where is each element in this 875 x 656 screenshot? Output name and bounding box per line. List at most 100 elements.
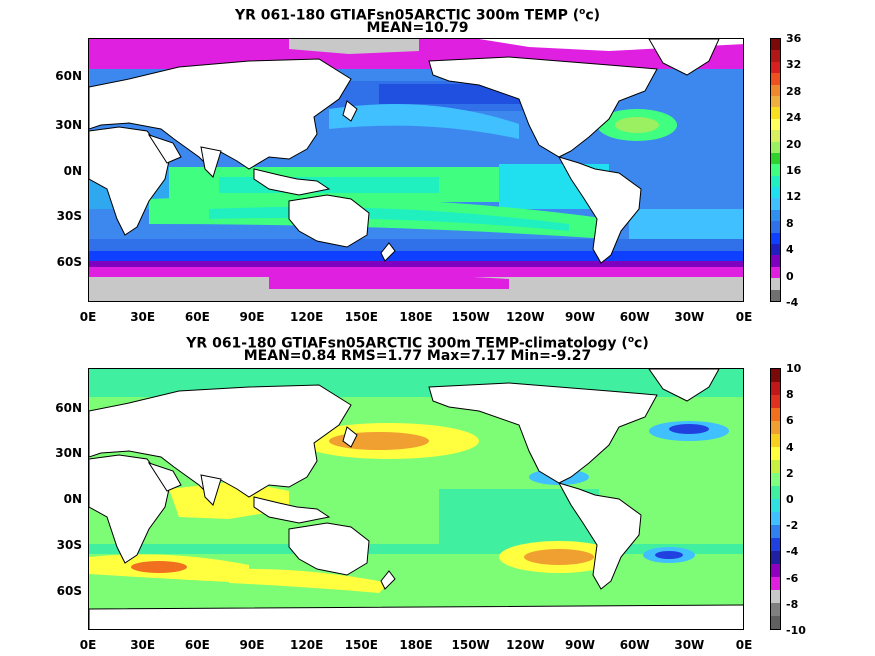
panel2-colorbar-swatch bbox=[771, 369, 780, 382]
panel1-colorbar-swatch bbox=[771, 209, 780, 222]
panel1-colorbar-label: 36 bbox=[786, 32, 802, 45]
panel2-lon-label: 0E bbox=[735, 638, 753, 652]
panel1-colorbar-swatch bbox=[771, 289, 780, 301]
panel2-colorbar-label: 4 bbox=[786, 440, 794, 454]
panel2-colorbar-swatch bbox=[771, 603, 780, 616]
panel2-lon-label: 120E bbox=[290, 638, 324, 652]
panel1-colorbar bbox=[770, 38, 781, 302]
panel2-lat-30n: 30N bbox=[55, 446, 82, 460]
panel1-lon-label: 90W bbox=[565, 310, 595, 324]
panel2-colorbar-swatch bbox=[771, 473, 780, 486]
panel2-colorbar-swatch bbox=[771, 421, 780, 434]
panel1-lon-label: 60E bbox=[184, 310, 210, 324]
panel2-colorbar-label: 6 bbox=[786, 414, 794, 428]
panel2-lon-label: 150E bbox=[344, 638, 378, 652]
panel1-lon-label: 30E bbox=[130, 310, 156, 324]
panel2-lon-label: 150W bbox=[451, 638, 490, 652]
panel2-colorbar-swatch bbox=[771, 616, 780, 629]
panel2-colorbar-swatch bbox=[771, 499, 780, 512]
panel2-colorbar-swatch bbox=[771, 486, 780, 499]
panel1-title-end: c) bbox=[585, 7, 601, 24]
panel2-colorbar-swatch bbox=[771, 525, 780, 538]
panel1-map bbox=[88, 38, 744, 302]
panel2-map bbox=[88, 368, 744, 630]
panel1-colorbar-swatch bbox=[771, 232, 780, 245]
panel1-colorbar-label: 4 bbox=[786, 243, 794, 257]
panel2-colorbar-label: 0 bbox=[786, 493, 794, 506]
panel1-colorbar-swatch bbox=[771, 187, 780, 199]
panel2-colorbar-swatch bbox=[771, 447, 780, 460]
panel1-colorbar-swatch bbox=[771, 39, 780, 51]
panel1-colorbar-swatch bbox=[771, 175, 780, 188]
panel1-colorbar-swatch bbox=[771, 118, 780, 131]
panel1-lon-label: 120W bbox=[506, 310, 545, 324]
panel1-lon-label: 0E bbox=[735, 310, 753, 324]
panel2-colorbar-label: -6 bbox=[786, 571, 799, 585]
panel1-colorbar-label: 12 bbox=[786, 190, 802, 204]
panel1-lon-label: 150W bbox=[451, 310, 490, 324]
panel1-title-text: YR 061-180 GTIAFsn05ARCTIC 300m TEMP ( bbox=[234, 7, 580, 24]
panel2-colorbar-label: 2 bbox=[786, 466, 794, 480]
panel2-colorbar-swatch bbox=[771, 564, 780, 577]
panel2-lon-label: 90W bbox=[565, 638, 595, 652]
panel2-colorbar-swatch bbox=[771, 590, 780, 603]
panel2-colorbar-swatch bbox=[771, 395, 780, 408]
panel2-lat-60s: 60S bbox=[56, 584, 82, 598]
panel2-colorbar-label: 8 bbox=[786, 388, 794, 402]
panel1-lon-label: 120E bbox=[290, 310, 324, 324]
panel2-colorbar-label: 10 bbox=[786, 362, 802, 375]
panel2-colorbar-label: -4 bbox=[786, 545, 799, 559]
panel1-colorbar-label: 16 bbox=[786, 164, 802, 177]
panel1-colorbar-label: 0 bbox=[786, 269, 794, 283]
panel1-colorbar-swatch bbox=[771, 84, 780, 96]
panel1-colorbar-label: -4 bbox=[786, 296, 799, 309]
panel1-colorbar-label: 20 bbox=[786, 137, 802, 151]
panel1-colorbar-swatch bbox=[771, 221, 780, 233]
panel2-lon-label: 90E bbox=[239, 638, 265, 652]
panel1-colorbar-swatch bbox=[771, 95, 780, 108]
panel1-colorbar-swatch bbox=[771, 164, 780, 176]
panel2-colorbar-label: -8 bbox=[786, 597, 799, 611]
panel1-colorbar-swatch bbox=[771, 141, 780, 153]
panel2-colorbar-swatch bbox=[771, 434, 780, 447]
panel1-title-unit: o bbox=[579, 7, 586, 17]
panel2-lat-60n: 60N bbox=[55, 401, 82, 415]
panel2-colorbar bbox=[770, 368, 781, 630]
panel2-subtitle: MEAN=0.84 RMS=1.77 Max=7.17 Min=-9.27 bbox=[243, 348, 592, 364]
panel1-colorbar-swatch bbox=[771, 266, 780, 279]
panel2-lon-label: 30E bbox=[130, 638, 156, 652]
panel2-title: YR 061-180 GTIAFsn05ARCTIC 300m TEMP-cli… bbox=[0, 332, 835, 352]
panel1-lat-30n: 30N bbox=[55, 118, 82, 132]
panel1-colorbar-label: 8 bbox=[786, 216, 794, 230]
panel1-subtitle: MEAN=10.79 bbox=[366, 20, 469, 36]
panel2-title-end: c) bbox=[634, 335, 649, 352]
panel1-lat-0n: 0N bbox=[63, 164, 82, 178]
panel2-lon-label: 60W bbox=[619, 638, 650, 652]
panel1-colorbar-swatch bbox=[771, 244, 780, 256]
panel1-colorbar-swatch bbox=[771, 50, 780, 62]
panel1-colorbar-swatch bbox=[771, 73, 780, 85]
panel2-lat-0n: 0N bbox=[63, 492, 82, 506]
panel1-colorbar-label: 32 bbox=[786, 58, 802, 72]
panel1-colorbar-swatch bbox=[771, 278, 780, 290]
panel2-lat-30s: 30S bbox=[56, 538, 82, 552]
panel1-colorbar-swatch bbox=[771, 255, 780, 267]
panel1-colorbar-label: 28 bbox=[786, 84, 802, 98]
panel2-lon-label: 180E bbox=[399, 638, 433, 652]
panel1-colorbar-swatch bbox=[771, 107, 780, 119]
panel1-colorbar-swatch bbox=[771, 198, 780, 210]
panel2-title-text: YR 061-180 GTIAFsn05ARCTIC 300m TEMP-cli… bbox=[186, 335, 628, 352]
panel1-lon-label: 60W bbox=[619, 310, 650, 324]
panel2-lon-label: 120W bbox=[506, 638, 545, 652]
panel2-colorbar-swatch bbox=[771, 408, 780, 421]
panel1-title: YR 061-180 GTIAFsn05ARCTIC 300m TEMP (oc… bbox=[0, 4, 835, 24]
panel1-colorbar-swatch bbox=[771, 152, 780, 165]
panel2-lon-label: 60E bbox=[184, 638, 210, 652]
panel1-lon-label: 0E bbox=[79, 310, 97, 324]
panel1-lat-30s: 30S bbox=[56, 209, 82, 223]
panel1-lon-label: 180E bbox=[399, 310, 433, 324]
panel2-lon-label: 0E bbox=[79, 638, 97, 652]
panel2-colorbar-swatch bbox=[771, 382, 780, 395]
panel1-lon-label: 90E bbox=[239, 310, 265, 324]
panel2-colorbar-label: -10 bbox=[786, 624, 806, 637]
